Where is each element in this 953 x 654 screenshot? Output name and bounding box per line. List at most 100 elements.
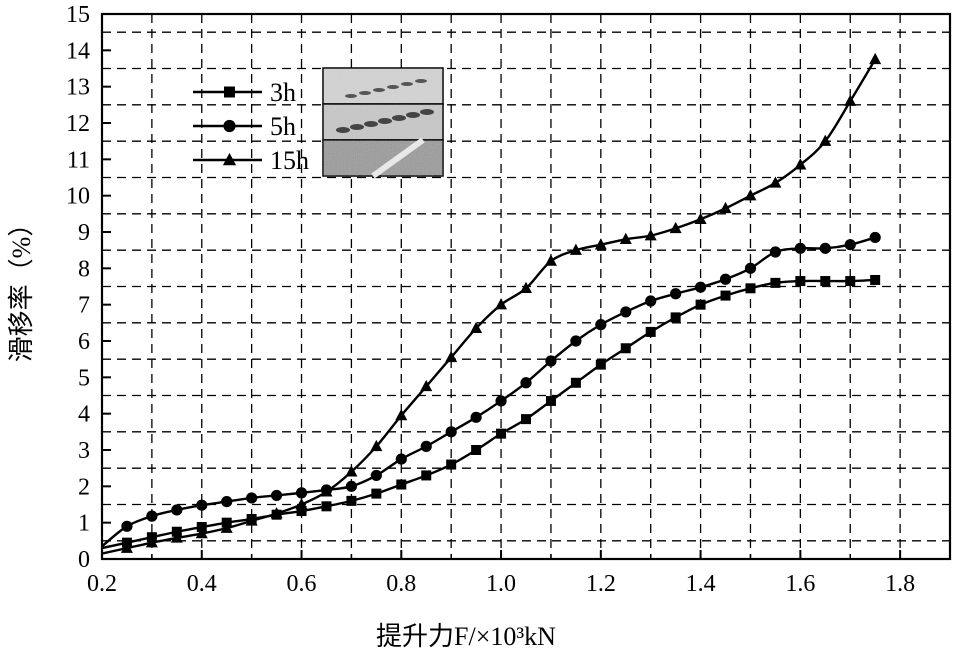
data-point-15h <box>619 232 632 244</box>
data-point-3h <box>870 274 881 285</box>
data-point-15h <box>270 507 283 519</box>
legend-label: 3h <box>270 78 296 107</box>
data-point-15h <box>345 465 358 477</box>
data-point-15h <box>794 158 807 170</box>
x-tick-label: 1.2 <box>586 571 616 597</box>
data-point-5h <box>869 231 881 244</box>
data-point-3h <box>695 299 706 310</box>
legend-marker-5h <box>223 119 236 133</box>
legend-entry-15h: 15h <box>193 146 309 175</box>
x-tick-label: 0.8 <box>386 571 416 597</box>
data-point-3h <box>620 343 631 354</box>
data-point-5h <box>420 440 432 452</box>
data-point-5h <box>221 495 233 508</box>
data-point-5h <box>744 262 757 274</box>
y-tick-label: 11 <box>67 147 90 173</box>
data-point-5h <box>719 273 732 285</box>
data-point-5h <box>196 499 208 511</box>
y-tick-label: 7 <box>78 293 90 319</box>
x-tick-label: 1.4 <box>686 571 716 597</box>
data-point-3h <box>371 488 382 499</box>
data-point-5h <box>545 355 557 367</box>
x-tick-label: 1.0 <box>486 571 516 597</box>
series-3h <box>101 274 881 550</box>
legend-label: 5h <box>270 112 296 141</box>
series-line-15h <box>101 58 877 555</box>
y-tick-label: 3 <box>78 438 90 464</box>
data-point-15h <box>819 134 832 146</box>
data-point-15h <box>869 52 882 65</box>
data-point-5h <box>495 395 507 407</box>
y-tick-label: 12 <box>66 111 90 137</box>
data-point-15h <box>370 439 383 452</box>
data-point-3h <box>670 312 681 323</box>
x-tick-label: 1.8 <box>885 571 915 597</box>
data-point-3h <box>471 445 482 455</box>
data-point-5h <box>470 411 482 423</box>
y-tick-label: 0 <box>78 547 90 573</box>
data-point-15h <box>195 527 208 539</box>
data-point-3h <box>421 470 432 481</box>
data-point-5h <box>146 510 158 522</box>
data-point-5h <box>246 492 258 504</box>
data-point-5h <box>395 453 407 465</box>
data-point-15h <box>744 189 757 201</box>
legend-label: 15h <box>270 146 309 175</box>
legend-marker-3h <box>224 86 235 98</box>
y-tick-label: 2 <box>78 474 90 500</box>
data-point-5h <box>520 377 532 389</box>
data-point-3h <box>296 506 307 517</box>
data-point-15h <box>544 254 557 266</box>
legend-entry-3h: 3h <box>193 78 296 107</box>
x-tick-label: 1.6 <box>785 571 815 597</box>
data-point-3h <box>770 277 781 288</box>
data-point-3h <box>496 428 507 439</box>
y-tick-label: 13 <box>66 75 90 101</box>
data-point-15h <box>844 94 857 106</box>
data-point-15h <box>520 281 532 294</box>
data-point-15h <box>594 238 607 250</box>
grid <box>102 14 950 559</box>
data-point-15h <box>470 321 483 334</box>
series-15h <box>101 52 882 555</box>
x-tick-label: 0.2 <box>87 571 117 597</box>
data-point-3h <box>745 283 756 294</box>
data-point-5h <box>694 281 707 293</box>
y-axis-title: 滑移率（%） <box>7 211 36 363</box>
y-tick-label: 10 <box>66 184 90 210</box>
data-point-15h <box>445 350 458 363</box>
data-point-15h <box>694 212 707 225</box>
data-point-15h <box>669 221 682 234</box>
data-point-15h <box>245 514 258 526</box>
data-point-15h <box>220 521 233 533</box>
y-tick-label: 1 <box>78 511 90 537</box>
data-point-5h <box>345 480 358 492</box>
data-point-3h <box>196 522 207 533</box>
data-point-3h <box>720 290 731 301</box>
data-point-15h <box>120 541 133 553</box>
data-point-3h <box>845 276 856 287</box>
data-point-5h <box>295 487 308 499</box>
legend-marker-15h <box>222 152 237 166</box>
data-point-5h <box>819 242 831 254</box>
y-tick-label: 5 <box>78 365 90 391</box>
y-tick-label: 9 <box>78 220 90 246</box>
data-point-3h <box>795 276 806 287</box>
plot-frame <box>100 12 952 561</box>
data-point-15h <box>769 176 782 188</box>
data-point-15h <box>420 379 433 392</box>
y-tick-label: 6 <box>78 329 90 355</box>
legend: 3h 5h 15h <box>193 78 309 175</box>
data-point-5h <box>620 306 632 318</box>
y-tick-label: 4 <box>78 402 90 428</box>
data-point-3h <box>521 414 531 425</box>
data-point-3h <box>321 501 332 512</box>
y-tick-label: 15 <box>66 2 90 28</box>
y-tick-label: 14 <box>66 38 90 64</box>
data-point-5h <box>370 469 382 482</box>
3h-surface-image <box>322 67 444 105</box>
data-point-3h <box>595 359 606 370</box>
data-point-15h <box>495 298 508 310</box>
x-tick-label: 0.4 <box>187 571 217 597</box>
data-point-5h <box>270 489 283 502</box>
